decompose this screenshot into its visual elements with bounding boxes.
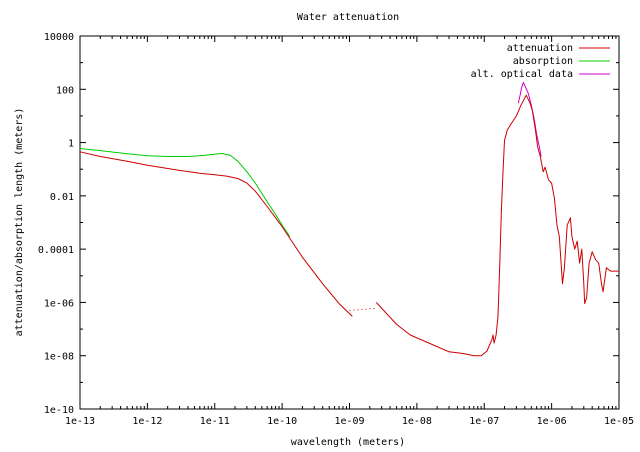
y-tick-label: 1e-10 bbox=[44, 405, 74, 416]
x-tick-label: 1e-13 bbox=[65, 416, 95, 427]
y-tick-label: 1 bbox=[68, 139, 74, 150]
y-tick-label: 1e-08 bbox=[44, 352, 74, 363]
plot-series bbox=[79, 82, 619, 357]
legend-label-attenuation: attenuation bbox=[507, 43, 573, 54]
chart-title: Water attenuation bbox=[297, 12, 399, 23]
x-tick-label: 1e-10 bbox=[267, 416, 297, 427]
legend: attenuation absorption alt. optical data bbox=[471, 43, 610, 80]
x-axis-label: wavelength (meters) bbox=[291, 437, 405, 448]
series-line-alt-optical-data bbox=[517, 82, 542, 157]
legend-label-absorption: absorption bbox=[513, 56, 573, 67]
x-tick-label: 1e-12 bbox=[132, 416, 162, 427]
y-axis: 10000 100 1 0.01 0.0001 1e-06 1e-08 1e-10 bbox=[38, 32, 619, 416]
series-gap-attenuation bbox=[349, 307, 377, 311]
series-line-attenuation bbox=[375, 94, 619, 357]
x-tick-label: 1e-08 bbox=[402, 416, 432, 427]
legend-label-alt-optical-data: alt. optical data bbox=[471, 69, 573, 80]
x-axis: 1e-13 1e-12 1e-11 1e-10 1e-09 1e-08 1e-07 1e-06… bbox=[65, 36, 634, 427]
x-tick-label: 1e-09 bbox=[334, 416, 364, 427]
y-tick-label: 0.0001 bbox=[38, 245, 74, 256]
plot-frame bbox=[79, 35, 620, 410]
x-tick-label: 1e-05 bbox=[604, 416, 634, 427]
y-axis-label: attenuation/absorption length (meters) bbox=[14, 108, 25, 337]
y-tick-label: 10000 bbox=[44, 32, 74, 43]
y-tick-label: 1e-06 bbox=[44, 298, 74, 309]
series-line-attenuation bbox=[79, 151, 353, 317]
y-tick-label: 0.01 bbox=[50, 192, 74, 203]
x-tick-label: 1e-11 bbox=[200, 416, 230, 427]
x-tick-label: 1e-07 bbox=[469, 416, 499, 427]
series-line-absorption bbox=[79, 148, 291, 237]
x-tick-label: 1e-06 bbox=[537, 416, 567, 427]
y-tick-label: 100 bbox=[56, 85, 74, 96]
